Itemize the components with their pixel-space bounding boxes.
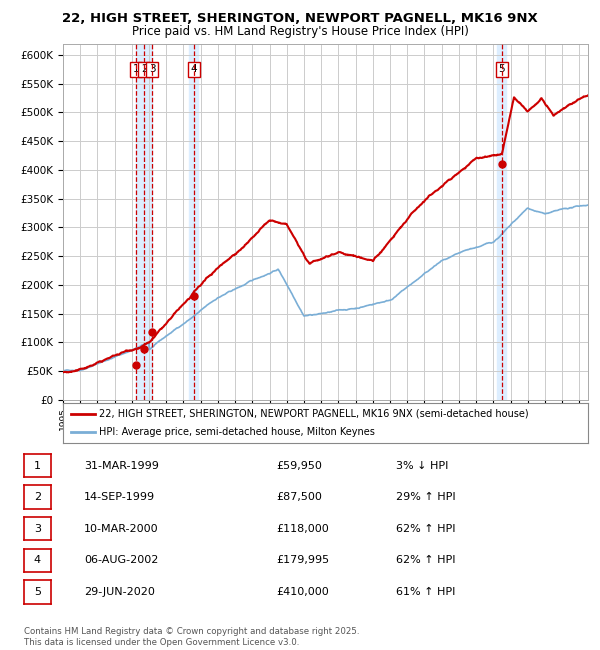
Text: Contains HM Land Registry data © Crown copyright and database right 2025.
This d: Contains HM Land Registry data © Crown c…: [24, 627, 359, 647]
Text: 3: 3: [149, 64, 155, 74]
Text: 22, HIGH STREET, SHERINGTON, NEWPORT PAGNELL, MK16 9NX (semi-detached house): 22, HIGH STREET, SHERINGTON, NEWPORT PAG…: [98, 409, 529, 419]
Text: Price paid vs. HM Land Registry's House Price Index (HPI): Price paid vs. HM Land Registry's House …: [131, 25, 469, 38]
Text: 1: 1: [133, 64, 139, 74]
Text: 2: 2: [34, 492, 41, 502]
Text: 4: 4: [34, 555, 41, 566]
Text: 4: 4: [190, 64, 197, 74]
Text: 31-MAR-1999: 31-MAR-1999: [84, 461, 159, 471]
Text: 29-JUN-2020: 29-JUN-2020: [84, 587, 155, 597]
Text: 61% ↑ HPI: 61% ↑ HPI: [396, 587, 455, 597]
Text: 5: 5: [34, 587, 41, 597]
Bar: [190, 44, 198, 400]
Text: 5: 5: [499, 64, 505, 74]
Text: 22, HIGH STREET, SHERINGTON, NEWPORT PAGNELL, MK16 9NX: 22, HIGH STREET, SHERINGTON, NEWPORT PAG…: [62, 12, 538, 25]
Text: £87,500: £87,500: [276, 492, 322, 502]
Text: 06-AUG-2002: 06-AUG-2002: [84, 555, 158, 566]
Text: £118,000: £118,000: [276, 524, 329, 534]
Text: 1: 1: [34, 461, 41, 471]
Text: 62% ↑ HPI: 62% ↑ HPI: [396, 524, 455, 534]
Text: £410,000: £410,000: [276, 587, 329, 597]
Text: £179,995: £179,995: [276, 555, 329, 566]
Text: 2: 2: [141, 64, 148, 74]
Bar: [497, 44, 506, 400]
Text: £59,950: £59,950: [276, 461, 322, 471]
Text: 29% ↑ HPI: 29% ↑ HPI: [396, 492, 455, 502]
Text: 3: 3: [34, 524, 41, 534]
Bar: [136, 44, 152, 400]
Text: 10-MAR-2000: 10-MAR-2000: [84, 524, 158, 534]
Text: 14-SEP-1999: 14-SEP-1999: [84, 492, 155, 502]
Text: 3% ↓ HPI: 3% ↓ HPI: [396, 461, 448, 471]
Text: 62% ↑ HPI: 62% ↑ HPI: [396, 555, 455, 566]
Text: HPI: Average price, semi-detached house, Milton Keynes: HPI: Average price, semi-detached house,…: [98, 428, 374, 437]
